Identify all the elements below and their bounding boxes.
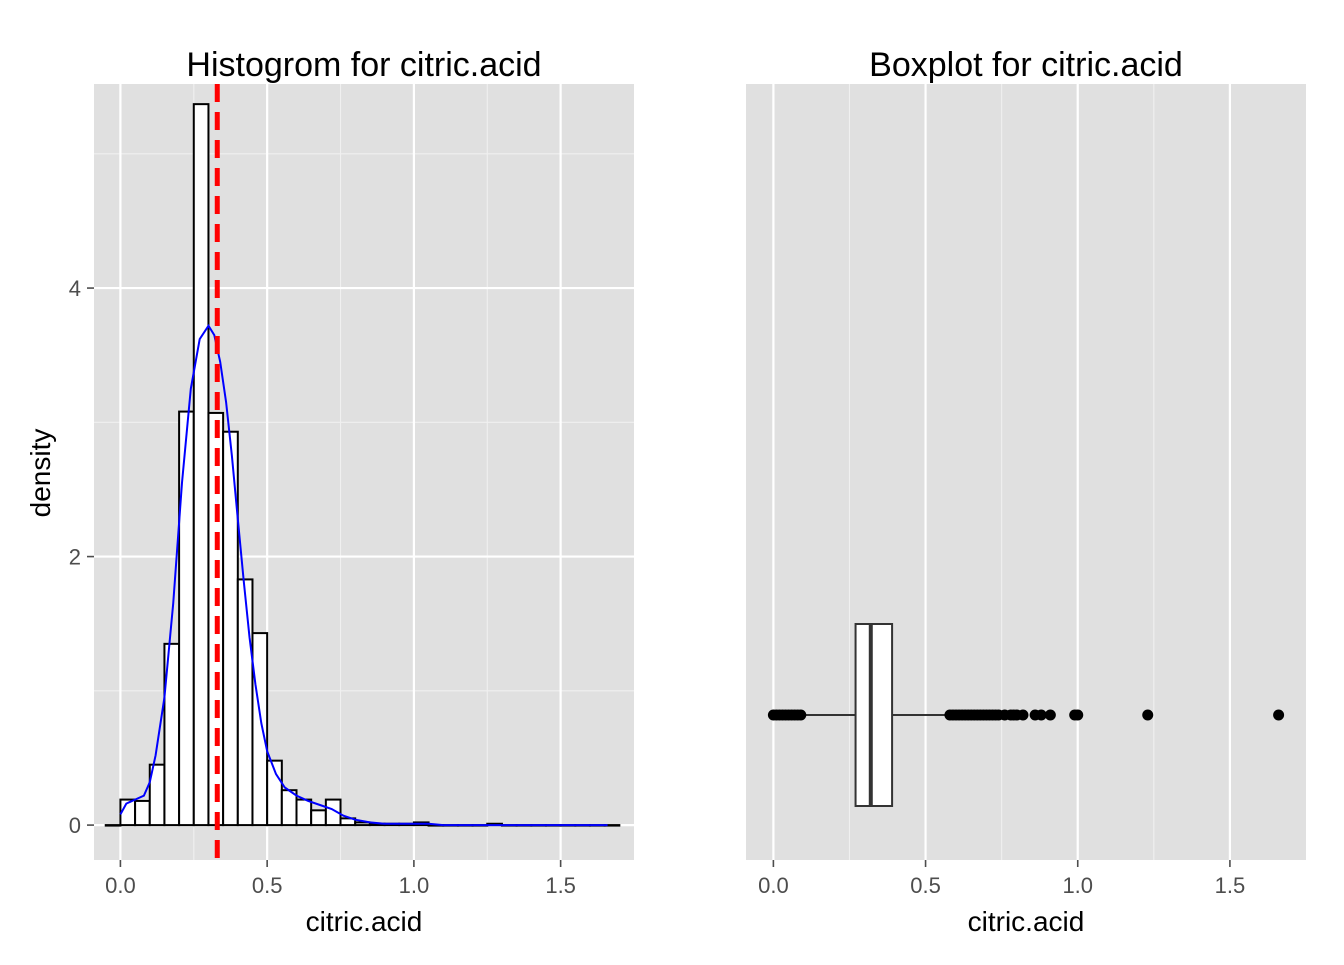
boxplot-title: Boxplot for citric.acid bbox=[869, 46, 1183, 84]
histogram-bar bbox=[236, 578, 254, 827]
histogram-chart: 0.0 0.5 1.0 1.5 0 2 4 Histogrom for citric.aci… bbox=[25, 46, 634, 937]
density-curve bbox=[119, 323, 608, 827]
histogram-y-tick-label: 0 bbox=[69, 813, 81, 838]
boxplot-x-axis-label: citric.acid bbox=[968, 906, 1085, 937]
histogram-x-tick-label: 0.0 bbox=[105, 873, 136, 898]
histogram-bar bbox=[280, 789, 298, 827]
histogram-ticks: 0.0 0.5 1.0 1.5 0 2 4 bbox=[69, 276, 576, 898]
boxplot-outlier-point bbox=[1072, 709, 1084, 721]
histogram-bar bbox=[295, 798, 313, 827]
boxplot-outlier-point bbox=[1044, 709, 1056, 721]
boxplot-shapes bbox=[767, 623, 1285, 807]
boxplot-x-tick-label: 0.0 bbox=[758, 873, 789, 898]
boxplot-x-tick-label: 1.0 bbox=[1062, 873, 1093, 898]
histogram-bar bbox=[310, 809, 327, 827]
histogram-y-axis-label: density bbox=[25, 429, 56, 518]
density-curve-group bbox=[119, 323, 608, 827]
histogram-x-tick-label: 1.0 bbox=[399, 873, 430, 898]
boxplot-outlier-point bbox=[1017, 709, 1029, 721]
histogram-bar bbox=[178, 410, 195, 827]
histogram-title: Histogrom for citric.acid bbox=[186, 46, 541, 84]
boxplot-gridlines bbox=[772, 84, 1232, 860]
histogram-y-tick-label: 4 bbox=[69, 276, 81, 301]
boxplot-x-tick-label: 1.5 bbox=[1215, 873, 1246, 898]
histogram-x-tick-label: 0.5 bbox=[252, 873, 283, 898]
boxplot-outlier-point bbox=[1142, 709, 1154, 721]
histogram-x-tick-label: 1.5 bbox=[545, 873, 576, 898]
boxplot-chart: 0.0 0.5 1.0 1.5 Boxplot for citric.acid cit… bbox=[746, 46, 1306, 937]
boxplot-outlier-point bbox=[1273, 709, 1285, 721]
histogram-bar bbox=[251, 632, 269, 827]
histogram-bar bbox=[104, 824, 122, 827]
boxplot-outlier-point bbox=[1035, 709, 1047, 721]
boxplot-ticks: 0.0 0.5 1.0 1.5 bbox=[758, 860, 1245, 898]
histogram-bar bbox=[134, 799, 151, 827]
boxplot-x-tick-label: 0.5 bbox=[910, 873, 941, 898]
histogram-x-axis-label: citric.acid bbox=[306, 906, 423, 937]
histogram-y-tick-label: 2 bbox=[69, 545, 81, 570]
histogram-bars bbox=[104, 103, 621, 827]
histogram-bar bbox=[192, 103, 210, 827]
boxplot-outlier-point bbox=[795, 709, 807, 721]
boxplot-panel-background bbox=[746, 84, 1306, 860]
boxplot-box bbox=[854, 623, 894, 807]
histogram-bar bbox=[324, 798, 342, 827]
